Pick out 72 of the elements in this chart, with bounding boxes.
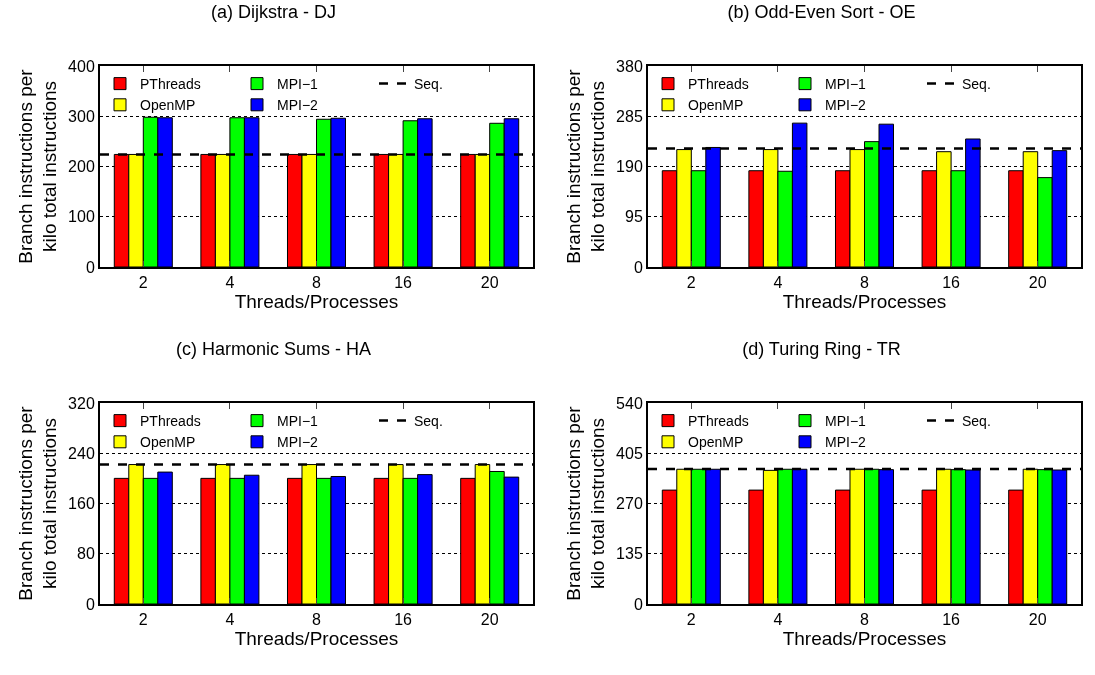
x-axis-title: Threads/Processes [782, 628, 947, 650]
legend-label: Seq. [414, 76, 443, 93]
x-tick-label: 8 [312, 274, 322, 292]
y-axis-title: Branch instructions per kilo total instructions [14, 68, 61, 264]
legend-label: OpenMP [688, 97, 744, 114]
x-tick-label: 2 [686, 611, 696, 629]
y-tick-label: 160 [68, 495, 95, 513]
x-tick-label: 20 [480, 274, 499, 292]
x-tick-label: 16 [942, 274, 961, 292]
chart-title: (d) Turing Ring - TR [742, 338, 901, 359]
x-tick-label: 8 [860, 274, 870, 292]
x-tick-label: 2 [138, 274, 148, 292]
x-tick-label: 2 [686, 274, 696, 292]
y-axis-title: Branch instructions per kilo total instructions [14, 405, 61, 601]
y-tick-label: 0 [85, 258, 95, 276]
x-tick-label: 4 [773, 274, 783, 292]
y-tick-label: 240 [68, 444, 95, 462]
y-tick-label: 270 [616, 495, 643, 513]
y-tick-label: 285 [616, 107, 643, 125]
y-tick-label: 100 [68, 208, 95, 226]
x-tick-label: 16 [942, 611, 961, 629]
legend-label: PThreads [140, 76, 201, 93]
x-tick-label: 4 [773, 611, 783, 629]
y-tick-label: 0 [633, 258, 643, 276]
legend-label: MPI−2 [277, 97, 319, 114]
x-tick-label: 20 [1028, 611, 1047, 629]
legend-label: MPI−1 [277, 413, 319, 430]
legend-label: MPI−1 [825, 76, 867, 93]
legend-label: MPI−2 [825, 97, 867, 114]
x-axis-title: Threads/Processes [234, 628, 399, 650]
legend-label: MPI−2 [277, 434, 319, 451]
y-tick-label: 0 [85, 595, 95, 613]
y-tick-label: 200 [68, 158, 95, 176]
x-tick-label: 8 [312, 611, 322, 629]
x-axis-title: Threads/Processes [782, 291, 947, 313]
x-tick-label: 4 [225, 274, 235, 292]
legend-label: Seq. [962, 413, 991, 430]
x-tick-label: 4 [225, 611, 235, 629]
y-tick-label: 300 [68, 107, 95, 125]
y-tick-label: 320 [68, 394, 95, 412]
x-tick-label: 16 [394, 274, 413, 292]
x-tick-label: 20 [1028, 274, 1047, 292]
y-tick-label: 405 [616, 444, 643, 462]
y-tick-label: 0 [633, 595, 643, 613]
chart-title: (a) Dijkstra - DJ [211, 1, 336, 22]
legend-label: MPI−1 [825, 413, 867, 430]
y-tick-label: 95 [625, 208, 643, 226]
y-tick-label: 400 [68, 57, 95, 75]
x-tick-label: 2 [138, 611, 148, 629]
legend-label: Seq. [962, 76, 991, 93]
y-axis-title: Branch instructions per kilo total instructions [562, 405, 609, 601]
chart-title: (c) Harmonic Sums - HA [175, 338, 372, 359]
y-tick-label: 190 [616, 158, 643, 176]
y-axis-title: Branch instructions per kilo total instructions [562, 68, 609, 264]
x-axis-title: Threads/Processes [234, 291, 399, 313]
legend-label: OpenMP [688, 434, 744, 451]
legend-label: PThreads [688, 76, 749, 93]
legend-label: Seq. [414, 413, 443, 430]
x-tick-label: 20 [480, 611, 499, 629]
y-tick-label: 135 [616, 545, 643, 563]
y-tick-label: 540 [616, 394, 643, 412]
x-tick-label: 16 [394, 611, 413, 629]
chart-title: (b) Odd-Even Sort - OE [727, 1, 916, 22]
x-tick-label: 8 [860, 611, 870, 629]
y-tick-label: 380 [616, 57, 643, 75]
legend-label: PThreads [140, 413, 201, 430]
legend-label: PThreads [688, 413, 749, 430]
y-tick-label: 80 [77, 545, 95, 563]
legend-label: OpenMP [140, 97, 196, 114]
legend-label: OpenMP [140, 434, 196, 451]
legend-label: MPI−2 [825, 434, 867, 451]
legend-label: MPI−1 [277, 76, 319, 93]
